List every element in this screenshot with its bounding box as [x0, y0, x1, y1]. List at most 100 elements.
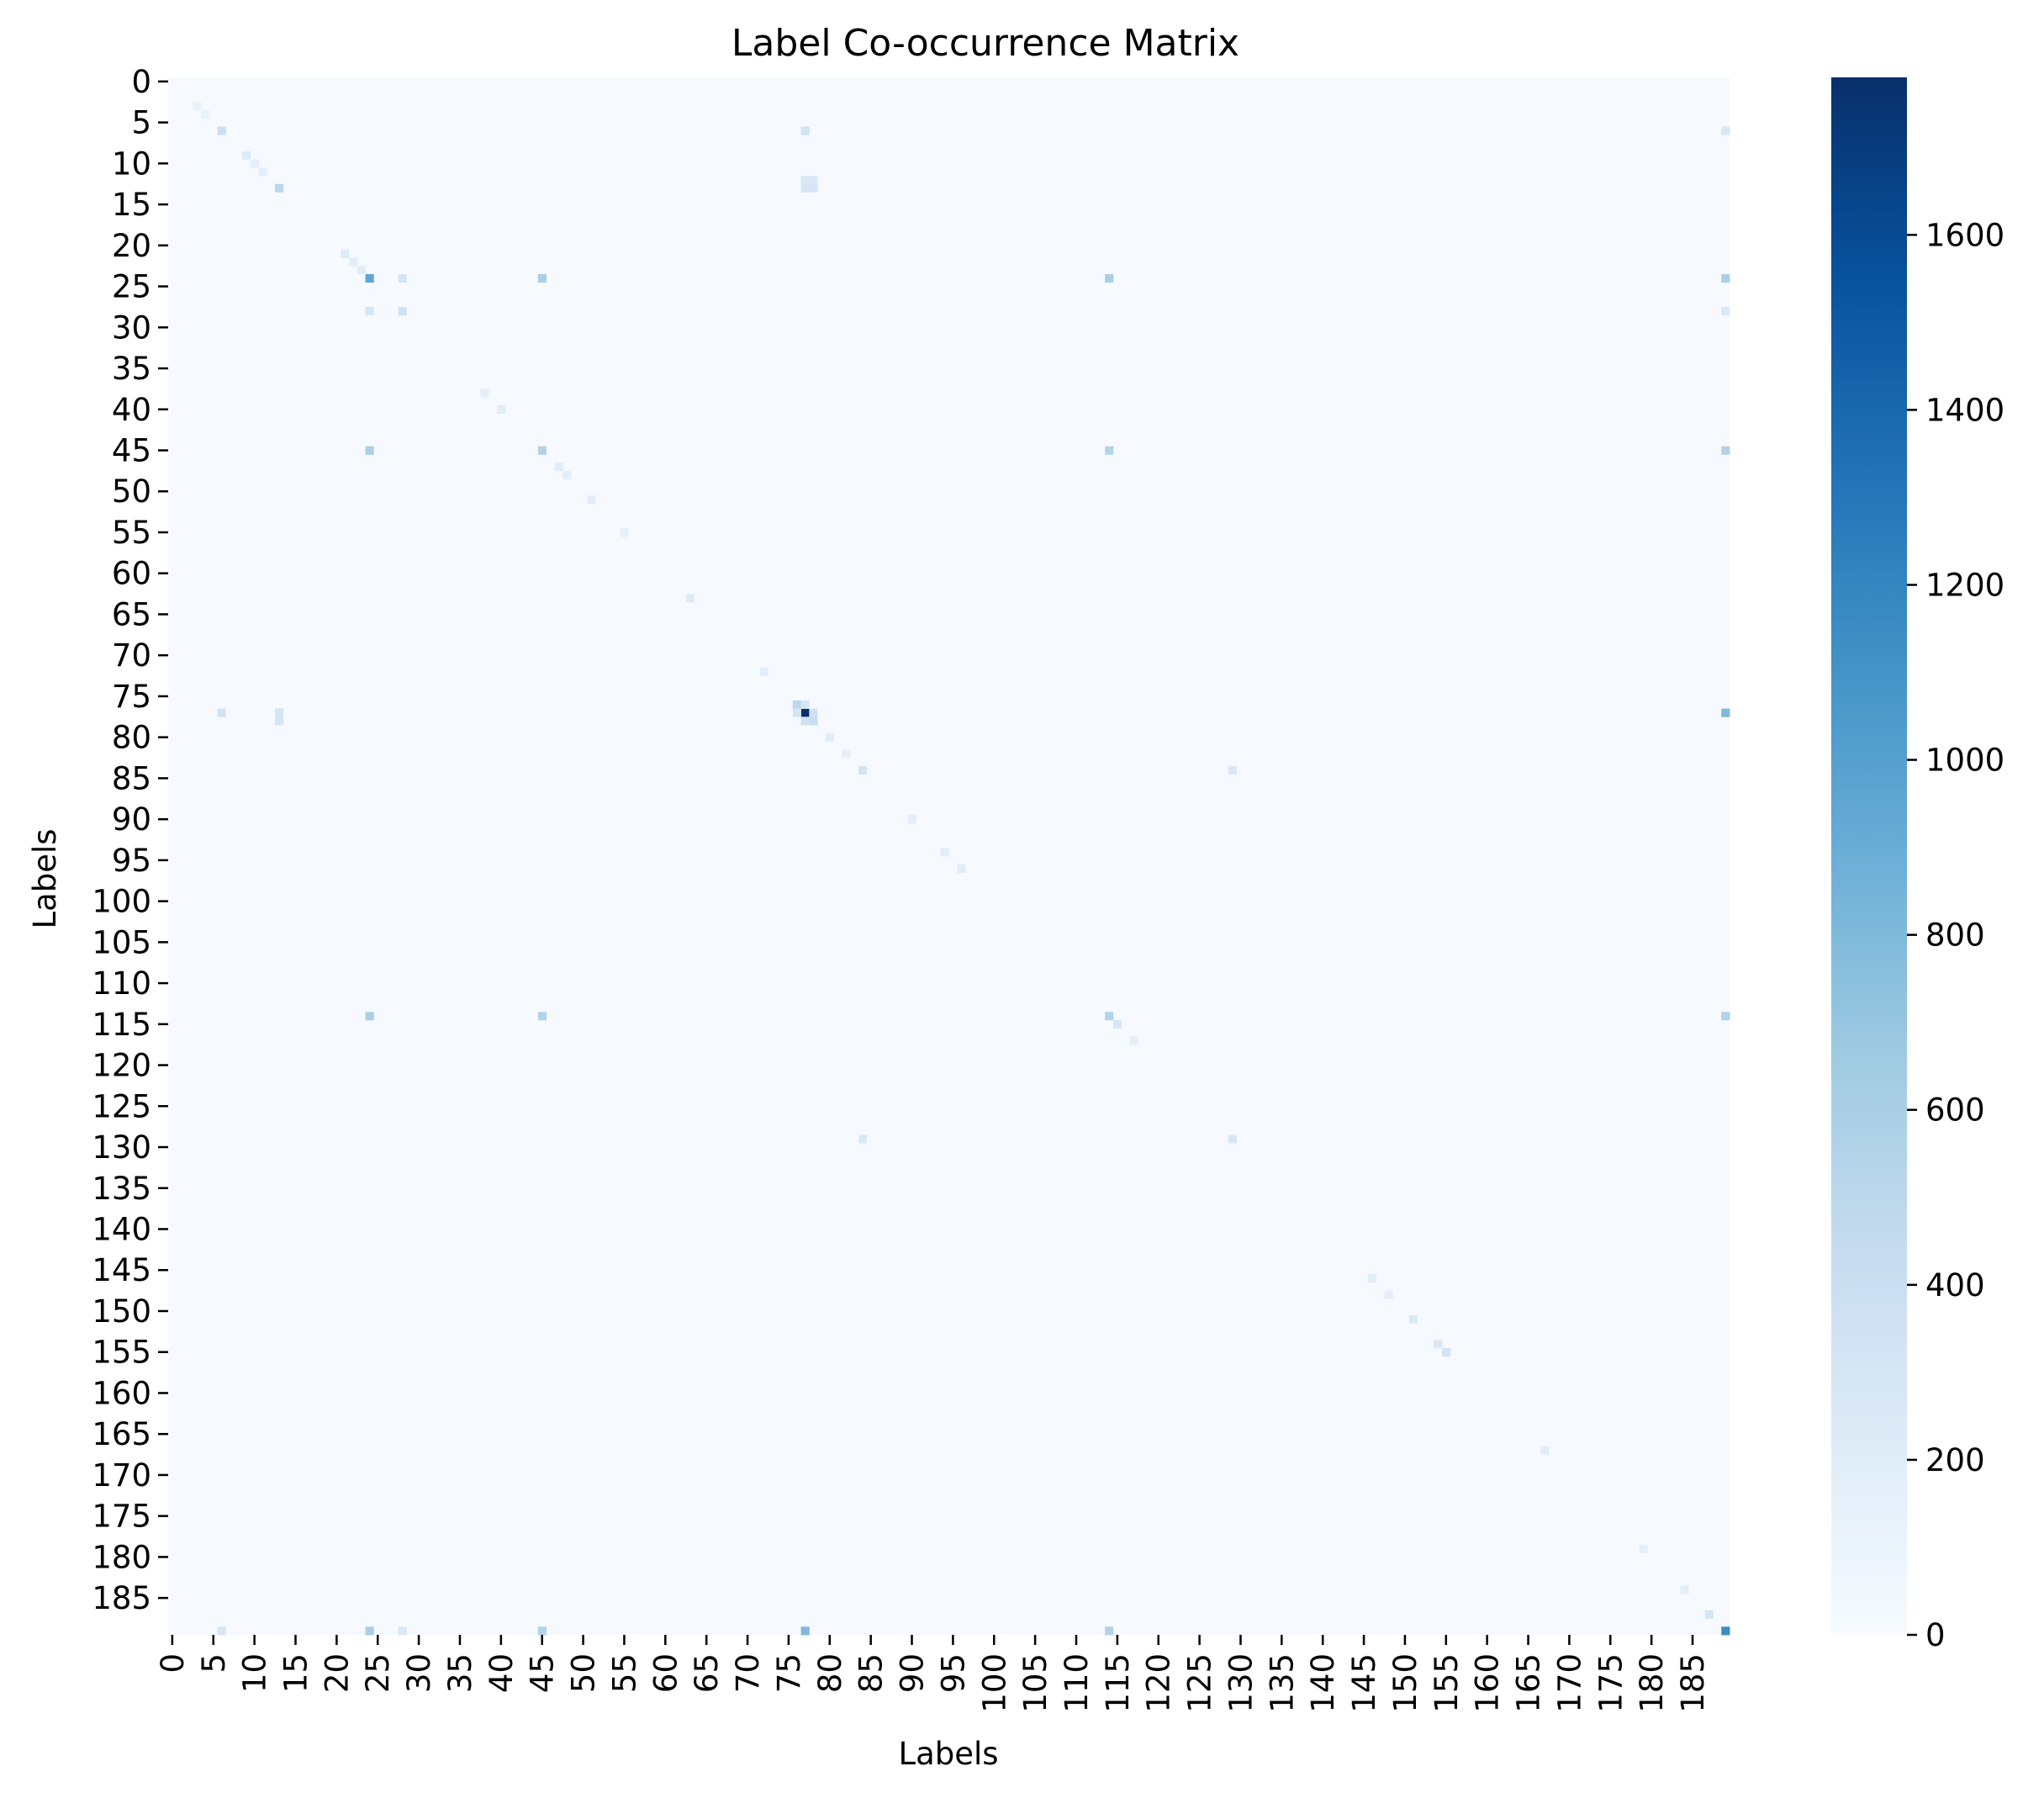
x-tick-label: 150 [1387, 1653, 1423, 1713]
heatmap-cell [217, 708, 226, 717]
heatmap-cell [1228, 1134, 1237, 1144]
x-tick-label: 175 [1592, 1653, 1629, 1713]
heatmap-cell [217, 126, 226, 135]
heatmap-cell [1721, 126, 1730, 135]
x-tick-label: 165 [1511, 1653, 1547, 1713]
heatmap-cell [907, 815, 916, 824]
heatmap-cell [1441, 1347, 1451, 1356]
heatmap-cell [1721, 708, 1730, 717]
x-tick-label: 130 [1223, 1653, 1259, 1713]
colorbar-tick-label: 1400 [1925, 392, 2004, 428]
y-tick-label: 15 [112, 187, 151, 223]
colorbar-tick-label: 0 [1925, 1617, 1946, 1653]
y-tick-label: 40 [112, 392, 151, 428]
x-tick-label: 75 [771, 1653, 807, 1693]
x-tick-label: 180 [1634, 1653, 1670, 1713]
x-tick-label: 20 [319, 1653, 355, 1693]
x-tick-label: 0 [155, 1653, 191, 1674]
heatmap-cell [1129, 1036, 1138, 1045]
x-tick-label: 185 [1675, 1653, 1711, 1713]
y-tick-label: 70 [112, 637, 151, 674]
heatmap-cell [537, 1012, 547, 1021]
x-tick-label: 15 [277, 1653, 314, 1693]
heatmap-cell [1540, 1446, 1550, 1455]
y-tick-label: 20 [112, 228, 151, 264]
y-tick-label: 110 [92, 965, 151, 1002]
heatmap-cell [480, 389, 489, 398]
x-tick-label: 50 [566, 1653, 602, 1693]
y-tick-label: 55 [112, 515, 151, 551]
chart-title: Label Co-occurrence Matrix [732, 22, 1239, 65]
heatmap-cell [554, 463, 563, 472]
heatmap-cell [1721, 446, 1730, 455]
x-tick-label: 160 [1470, 1653, 1506, 1713]
x-tick-label: 90 [895, 1653, 931, 1693]
heatmap-cell [809, 708, 818, 717]
x-tick-label: 65 [689, 1653, 725, 1693]
heatmap-cell [792, 700, 801, 709]
y-tick-label: 30 [112, 309, 151, 346]
y-tick-label: 125 [92, 1088, 151, 1124]
y-tick-label: 115 [92, 1007, 151, 1043]
colorbar-tick-label: 200 [1925, 1442, 1985, 1478]
heatmap-cell [957, 864, 966, 873]
y-tick-label: 170 [92, 1457, 151, 1494]
x-tick-label: 70 [730, 1653, 766, 1693]
heatmap-cell [241, 151, 251, 160]
y-tick-label: 100 [92, 884, 151, 920]
x-tick-label: 135 [1264, 1653, 1300, 1713]
y-tick-label: 135 [92, 1171, 151, 1207]
y-tick-label: 10 [112, 145, 151, 182]
x-axis-ticks: 0 5 10 15 20 25 30 35 40 45 50 55 60 65 70 75 80 85 90 95 10… [155, 1635, 1711, 1713]
heatmap-cell [800, 175, 810, 185]
colorbar-tick-label: 400 [1925, 1267, 1985, 1304]
colorbar [1831, 77, 1907, 1635]
heatmap-cell [1721, 306, 1730, 316]
heatmap-cell [685, 594, 695, 603]
heatmap-cell [800, 700, 810, 709]
colorbar-tick-label: 800 [1925, 918, 1985, 954]
heatmap-cell [800, 717, 810, 726]
heatmap-cell [365, 446, 374, 455]
heatmap-cell [537, 446, 547, 455]
y-tick-label: 35 [112, 351, 151, 387]
x-tick-label: 155 [1429, 1653, 1465, 1713]
y-tick-label: 105 [92, 924, 151, 960]
heatmap-cell [1105, 446, 1114, 455]
x-tick-label: 60 [647, 1653, 684, 1693]
y-tick-label: 155 [92, 1335, 151, 1371]
heatmap-cell [825, 732, 835, 742]
y-tick-label: 75 [112, 679, 151, 715]
y-tick-label: 60 [112, 556, 151, 592]
y-tick-label: 175 [92, 1499, 151, 1535]
x-tick-label: 100 [976, 1653, 1012, 1713]
x-tick-label: 145 [1346, 1653, 1382, 1713]
x-tick-label: 45 [525, 1653, 561, 1693]
heatmap-cell [1112, 1019, 1122, 1029]
heatmap-cell [537, 1626, 547, 1636]
heatmap-cell [858, 1134, 868, 1144]
x-tick-label: 10 [237, 1653, 273, 1693]
x-tick-label: 110 [1059, 1653, 1095, 1713]
heatmap-cell [365, 273, 374, 283]
heatmap-cell [800, 708, 810, 717]
x-tick-label: 80 [812, 1653, 848, 1693]
y-tick-label: 85 [112, 760, 151, 796]
heatmap-cell [809, 175, 818, 185]
heatmap-cell [1408, 1314, 1418, 1324]
y-tick-label: 120 [92, 1048, 151, 1084]
heatmap-cell [537, 273, 547, 283]
y-tick-label: 140 [92, 1212, 151, 1248]
y-axis-ticks: 0 5 10 15 20 25 30 35 40 45 50 55 60 65 70 75 80 85 90 95 10… [92, 64, 168, 1616]
heatmap-cell [800, 126, 810, 135]
heatmap-cell [275, 183, 284, 193]
heatmap-cell [1721, 1012, 1730, 1021]
x-tick-label: 40 [483, 1653, 520, 1693]
heatmap-cell [193, 102, 202, 111]
heatmap-cell [620, 528, 629, 537]
x-tick-label: 120 [1141, 1653, 1177, 1713]
colorbar-tick-label: 600 [1925, 1092, 1985, 1129]
x-tick-label: 25 [360, 1653, 396, 1693]
heatmap-cell [792, 708, 801, 717]
